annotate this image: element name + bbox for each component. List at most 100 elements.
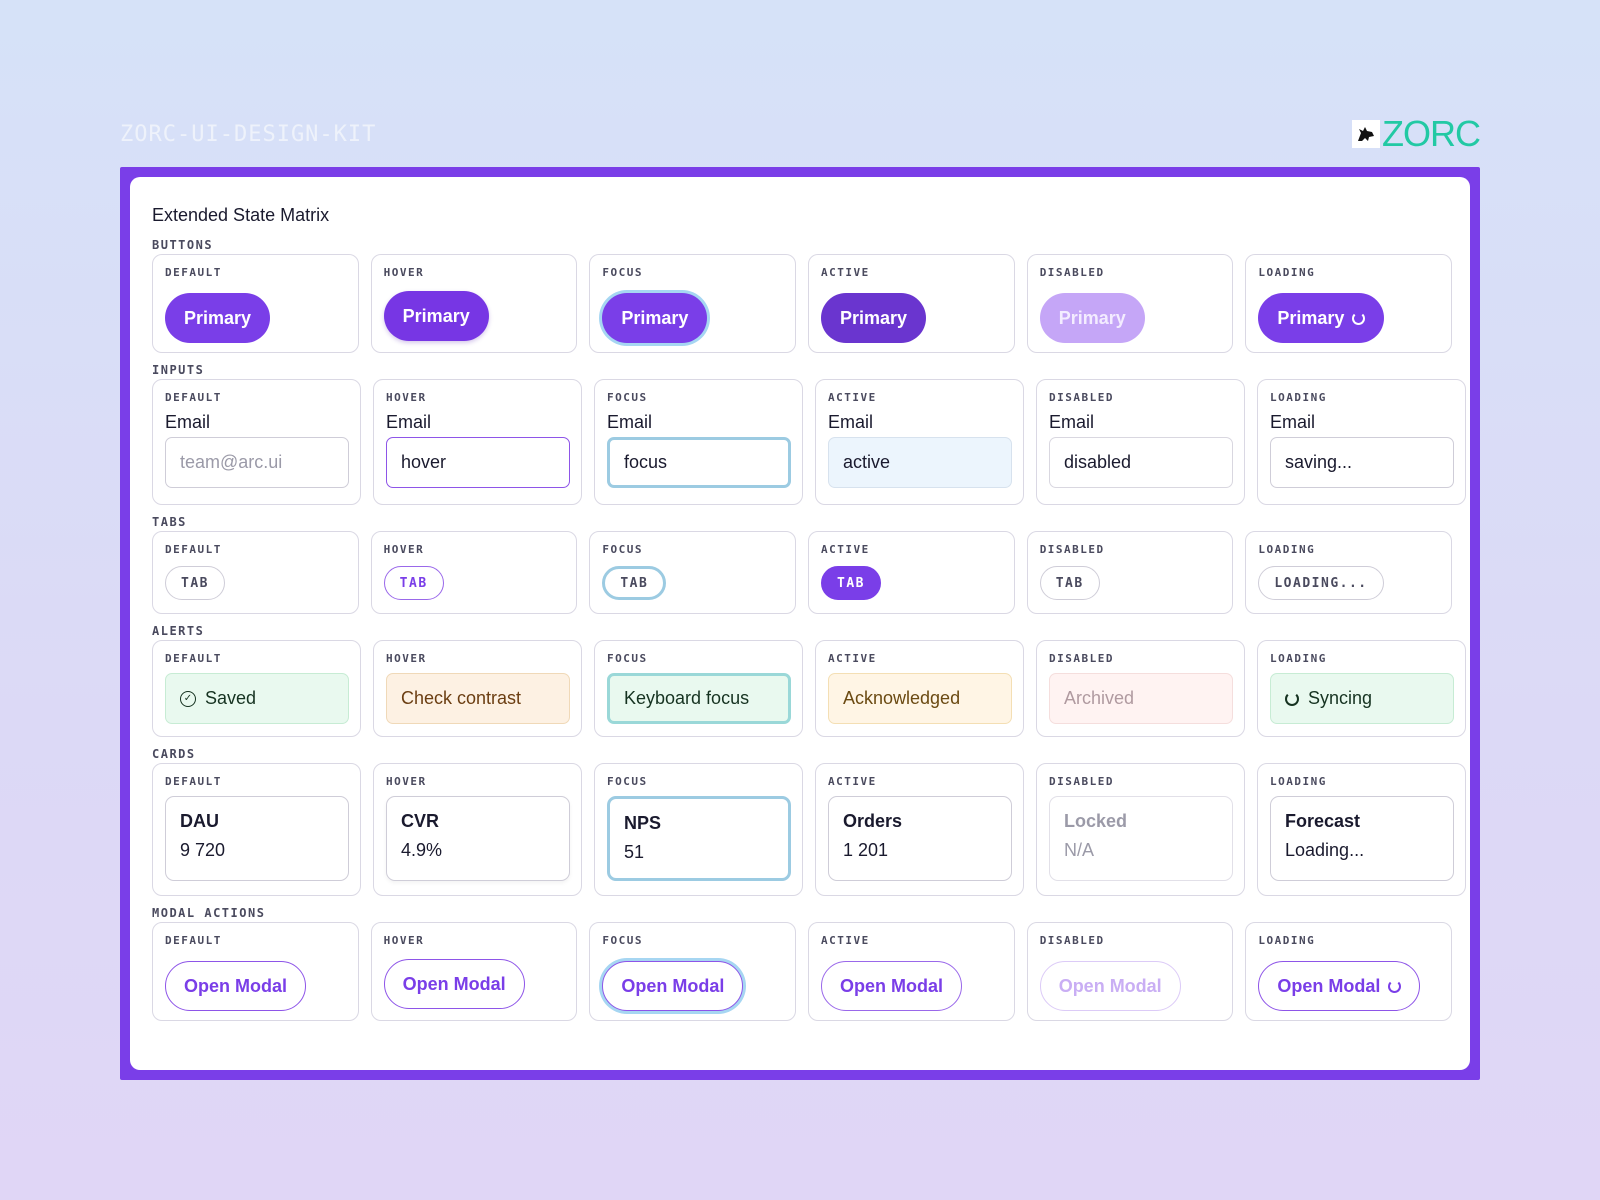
state-cell-focus: FOCUS Keyboard focus: [594, 640, 803, 737]
state-label: ACTIVE: [821, 543, 870, 556]
email-field-default[interactable]: team@arc.ui: [165, 437, 349, 488]
email-field-loading[interactable]: saving...: [1270, 437, 1454, 488]
state-label: DEFAULT: [165, 652, 222, 665]
state-matrix-panel: Extended State Matrix BUTTONS DEFAULT Pr…: [130, 177, 1470, 1070]
card-title: Locked: [1064, 811, 1128, 831]
card-title: DAU: [180, 811, 219, 831]
primary-button-loading[interactable]: Primary: [1258, 293, 1385, 343]
state-label: LOADING: [1258, 266, 1316, 279]
card-title: NPS: [624, 813, 662, 833]
state-cell-disabled: DISABLED Locked N/A: [1036, 763, 1245, 896]
modal-actions-row: DEFAULT Open Modal HOVER Open Modal FOCU…: [152, 922, 1453, 1021]
state-cell-disabled: DISABLED TAB: [1026, 531, 1234, 614]
buttons-row: DEFAULT Primary HOVER Primary FOCUS Prim…: [152, 254, 1453, 353]
state-label: HOVER: [386, 391, 427, 404]
state-cell-hover: HOVER CVR 4.9%: [373, 763, 582, 896]
open-modal-button-active[interactable]: Open Modal: [821, 961, 963, 1011]
metric-card-dau[interactable]: DAU 9 720: [165, 796, 349, 881]
tab-active[interactable]: TAB: [821, 566, 881, 600]
state-cell-disabled: DISABLED Primary: [1026, 254, 1234, 353]
alert-acknowledged[interactable]: Acknowledged: [828, 673, 1012, 724]
metric-card-forecast[interactable]: Forecast Loading...: [1270, 796, 1454, 881]
tab-loading[interactable]: LOADING...: [1258, 566, 1384, 600]
state-cell-loading: LOADING Syncing: [1257, 640, 1466, 737]
email-label: Email: [1270, 412, 1316, 432]
open-modal-button-hover[interactable]: Open Modal: [383, 959, 525, 1009]
state-cell-active: ACTIVE Open Modal: [808, 922, 1015, 1021]
alert-syncing: Syncing: [1270, 673, 1454, 724]
state-label: LOADING: [1270, 391, 1327, 404]
state-label: LOADING: [1258, 934, 1316, 947]
state-cell-default: DEFAULT TAB: [152, 531, 359, 614]
metric-card-orders[interactable]: Orders 1 201: [828, 796, 1012, 881]
email-label: Email: [386, 412, 432, 432]
state-cell-default: DEFAULT DAU 9 720: [152, 763, 361, 896]
alert-text: Saved: [205, 688, 257, 708]
section-label-tabs: TABS: [152, 515, 187, 529]
state-label: HOVER: [383, 543, 425, 556]
spinner-icon: [1352, 311, 1366, 325]
card-value: N/A: [1064, 840, 1095, 860]
metric-card-locked: Locked N/A: [1049, 796, 1233, 881]
primary-button-disabled: Primary: [1039, 293, 1145, 343]
state-cell-active: ACTIVE Primary: [808, 254, 1015, 353]
open-modal-button-focus[interactable]: Open Modal: [602, 961, 744, 1011]
email-field-disabled: disabled: [1049, 437, 1233, 488]
state-label: FOCUS: [602, 543, 643, 556]
card-title: Forecast: [1285, 811, 1361, 831]
tab-focus[interactable]: TAB: [602, 566, 667, 600]
wolf-icon: [1352, 120, 1380, 148]
email-field-hover[interactable]: hover: [386, 437, 570, 488]
email-field-active[interactable]: active: [828, 437, 1012, 488]
state-cell-loading: LOADING Open Modal: [1245, 922, 1453, 1021]
state-cell-focus: FOCUS Open Modal: [589, 922, 797, 1021]
state-label: DISABLED: [1039, 543, 1105, 556]
state-cell-focus: FOCUS TAB: [589, 531, 797, 614]
state-label: FOCUS: [607, 652, 648, 665]
logo-text: ZORC: [1382, 113, 1481, 154]
state-cell-active: ACTIVE TAB: [808, 531, 1015, 614]
state-label: FOCUS: [602, 266, 643, 279]
state-cell-active: ACTIVE Orders 1 201: [815, 763, 1024, 896]
matrix-frame: Extended State Matrix BUTTONS DEFAULT Pr…: [120, 167, 1480, 1080]
tabs-row: DEFAULT TAB HOVER TAB FOCUS TAB ACTIVE T…: [152, 531, 1453, 614]
state-cell-disabled: DISABLED Archived: [1036, 640, 1245, 737]
email-label: Email: [607, 412, 653, 432]
primary-button-active[interactable]: Primary: [821, 293, 927, 343]
state-cell-default: DEFAULT Email team@arc.ui: [152, 379, 361, 505]
state-label: FOCUS: [607, 775, 648, 788]
state-label: DISABLED: [1049, 652, 1114, 665]
check-circle-icon: ✓: [180, 690, 196, 707]
state-cell-hover: HOVER Open Modal: [370, 922, 578, 1021]
primary-button-hover[interactable]: Primary: [383, 291, 489, 341]
primary-button-focus[interactable]: Primary: [602, 293, 708, 343]
alert-check-contrast[interactable]: Check contrast: [386, 673, 570, 724]
state-cell-active: ACTIVE Acknowledged: [815, 640, 1024, 737]
primary-button-default[interactable]: Primary: [165, 293, 271, 343]
state-label: HOVER: [383, 934, 425, 947]
state-label: FOCUS: [602, 934, 643, 947]
tab-hover[interactable]: TAB: [383, 566, 444, 600]
card-value: 4.9%: [401, 840, 443, 860]
state-cell-focus: FOCUS Primary: [589, 254, 797, 353]
tab-default[interactable]: TAB: [165, 566, 225, 600]
state-label: DEFAULT: [165, 775, 222, 788]
state-cell-hover: HOVER TAB: [370, 531, 578, 614]
state-cell-loading: LOADING Email saving...: [1257, 379, 1466, 505]
panel-title: Extended State Matrix: [152, 205, 330, 225]
alert-archived: Archived: [1049, 673, 1233, 724]
state-cell-default: DEFAULT Open Modal: [152, 922, 359, 1021]
metric-card-nps[interactable]: NPS 51: [607, 796, 791, 881]
zorc-logo: ZORC: [1352, 113, 1481, 154]
state-cell-disabled: DISABLED Open Modal: [1026, 922, 1234, 1021]
email-field-focus[interactable]: focus: [607, 437, 791, 488]
state-label: ACTIVE: [828, 652, 877, 665]
state-label: ACTIVE: [821, 934, 870, 947]
alert-keyboard-focus[interactable]: Keyboard focus: [607, 673, 791, 724]
open-modal-button-loading[interactable]: Open Modal: [1258, 961, 1421, 1011]
state-cell-focus: FOCUS NPS 51: [594, 763, 803, 896]
state-cell-disabled: DISABLED Email disabled: [1036, 379, 1245, 505]
open-modal-button-default[interactable]: Open Modal: [165, 961, 306, 1011]
metric-card-cvr[interactable]: CVR 4.9%: [386, 796, 570, 881]
alerts-row: DEFAULT ✓ Saved HOVER Check contrast FOC…: [152, 640, 1466, 737]
